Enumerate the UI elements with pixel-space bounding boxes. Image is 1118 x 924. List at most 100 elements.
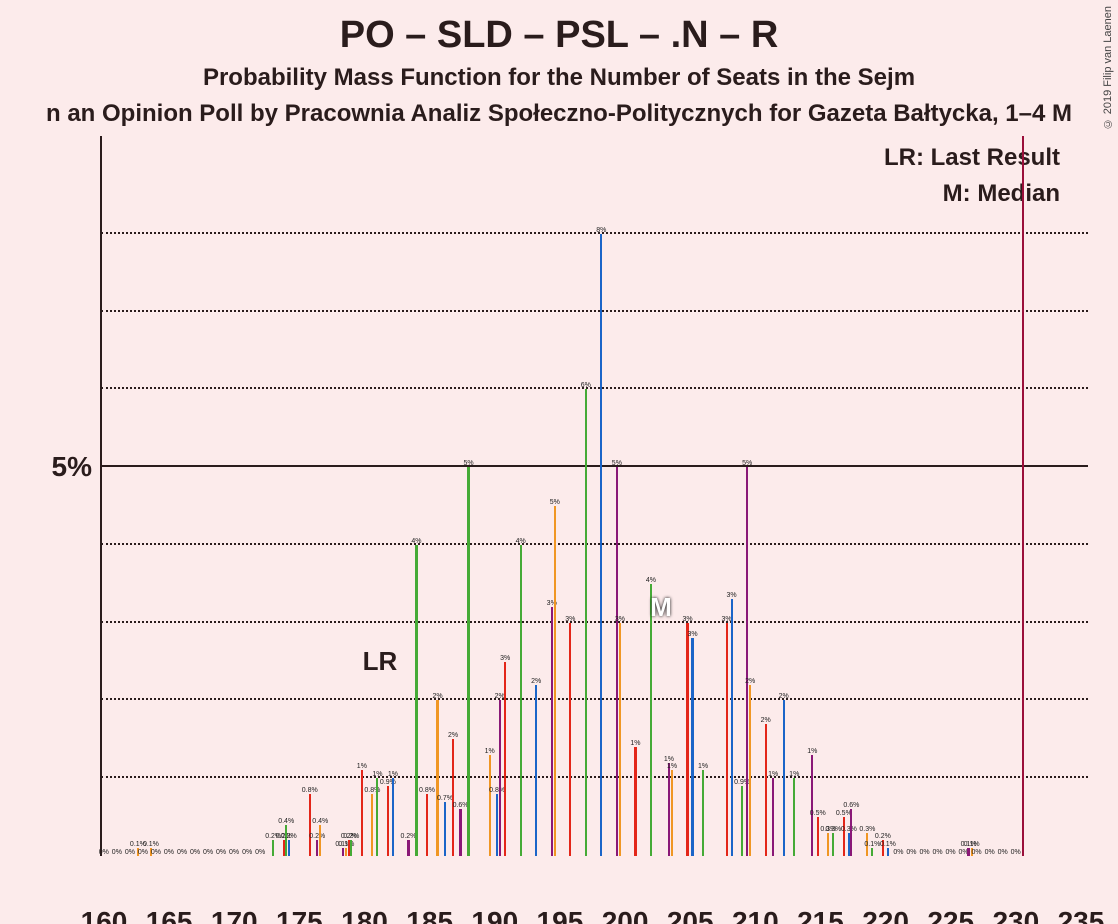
bar-value-label: 0.2% [309, 833, 325, 840]
bar: 3% [504, 662, 506, 856]
bar: 5% [746, 467, 748, 856]
bar: 1% [361, 770, 363, 856]
bar-value-label: 1% [768, 771, 778, 778]
bar-value-label: 0% [972, 849, 982, 856]
bar: 3% [551, 607, 553, 856]
bar: 8% [600, 234, 602, 856]
bar-value-label: 0% [242, 849, 252, 856]
bar-value-label: 0.5% [810, 810, 826, 817]
bar-value-label: 1% [664, 756, 674, 763]
bar: 1% [376, 778, 378, 856]
bar: 1% [671, 770, 673, 856]
bar-value-label: 2% [761, 717, 771, 724]
bar: 0.3% [827, 833, 829, 856]
bar: 6% [585, 389, 587, 856]
bars-layer: 0%0%0%0.1%0%0.1%0%0%0%0%0%0%0%0%0%0.2%0.… [100, 156, 1100, 856]
bar-value-label: 2% [531, 678, 541, 685]
bar: 3% [731, 599, 733, 856]
bar: 0.1% [871, 848, 873, 856]
bar-value-label: 0% [985, 849, 995, 856]
bar: 0.4% [319, 825, 321, 856]
bar: 2% [765, 724, 767, 856]
bar: 2% [436, 700, 438, 856]
bar-value-label: 1% [357, 763, 367, 770]
bar-value-label: 0.2% [875, 833, 891, 840]
bar: 0.1% [887, 848, 889, 856]
bar: 0.9% [387, 786, 389, 856]
bar-value-label: 0% [229, 849, 239, 856]
bar-value-label: 0.8% [419, 787, 435, 794]
bar: 2% [783, 700, 785, 856]
bar: 4% [650, 584, 652, 856]
bar: 2% [499, 700, 501, 856]
bar-value-label: 0.8% [302, 787, 318, 794]
bar: 0.2% [407, 840, 409, 856]
bar: 0.2% [350, 840, 352, 856]
chart-subtitle-1: Probability Mass Function for the Number… [0, 64, 1118, 92]
bar-value-label: 1% [807, 748, 817, 755]
bar: 0.2% [316, 840, 318, 856]
bar: 1% [634, 747, 636, 856]
marker-line [1022, 136, 1024, 856]
bar-value-label: 5% [550, 499, 560, 506]
bar-value-label: 0% [190, 849, 200, 856]
bar: 3% [619, 623, 621, 856]
bar-value-label: 0.4% [278, 818, 294, 825]
bar-value-label: 0% [893, 849, 903, 856]
bar-value-label: 0% [99, 849, 109, 856]
bar-value-label: 0.2% [281, 833, 297, 840]
bar: 1% [392, 778, 394, 856]
bar-value-label: 0.2% [343, 833, 359, 840]
bar: 4% [520, 545, 522, 856]
bar-value-label: 0% [906, 849, 916, 856]
bar-value-label: 3% [727, 592, 737, 599]
bar-value-label: 0% [945, 849, 955, 856]
bar-value-label: 0% [164, 849, 174, 856]
bar-value-label: 1% [388, 771, 398, 778]
bar-value-label: 0% [177, 849, 187, 856]
bar-value-label: 3% [500, 655, 510, 662]
bar-value-label: 0% [203, 849, 213, 856]
bar: 3% [569, 623, 571, 856]
bar-value-label: 0% [255, 849, 265, 856]
bar: 1% [772, 778, 774, 856]
copyright-text: © 2019 Filip van Laenen [1102, 6, 1114, 129]
bar-value-label: 0.3% [825, 826, 841, 833]
bar: 4% [415, 545, 417, 856]
bar: 0.8% [309, 794, 311, 856]
bar-value-label: 0% [998, 849, 1008, 856]
bar-value-label: 0.2% [400, 833, 416, 840]
bar: 5% [467, 467, 469, 856]
bar-value-label: 0% [125, 849, 135, 856]
bar: 1% [489, 755, 491, 856]
bar-value-label: 0.1% [143, 841, 159, 848]
marker-lr: LR [363, 646, 398, 677]
bar-value-label: 0% [216, 849, 226, 856]
bar-value-label: 8% [596, 227, 606, 234]
bar: 0.6% [459, 809, 461, 856]
bar-value-label: 5% [742, 460, 752, 467]
bar-value-label: 0% [932, 849, 942, 856]
bar: 5% [616, 467, 618, 856]
y-tick-label: 5% [52, 451, 92, 483]
bar-value-label: 0% [919, 849, 929, 856]
bar-value-label: 0.1% [880, 841, 896, 848]
bar: 0.8% [426, 794, 428, 856]
bar-value-label: 0.6% [843, 802, 859, 809]
bar: 0.5% [817, 817, 819, 856]
bar: 1% [793, 778, 795, 856]
bar-value-label: 4% [516, 538, 526, 545]
bar: 1% [668, 763, 670, 856]
bar: 0.2% [272, 840, 274, 856]
bar: 0.8% [371, 794, 373, 856]
bar: 0.3% [832, 833, 834, 856]
bar-value-label: 1% [485, 748, 495, 755]
legend-m: M: Median [943, 180, 1060, 208]
bar: 5% [554, 506, 556, 856]
bar: 0.9% [741, 786, 743, 856]
legend-lr: LR: Last Result [884, 144, 1060, 172]
bar-value-label: 2% [448, 732, 458, 739]
bar: 0.7% [444, 802, 446, 856]
bar-value-label: 2% [432, 693, 442, 700]
bar-value-label: 0.7% [437, 795, 453, 802]
